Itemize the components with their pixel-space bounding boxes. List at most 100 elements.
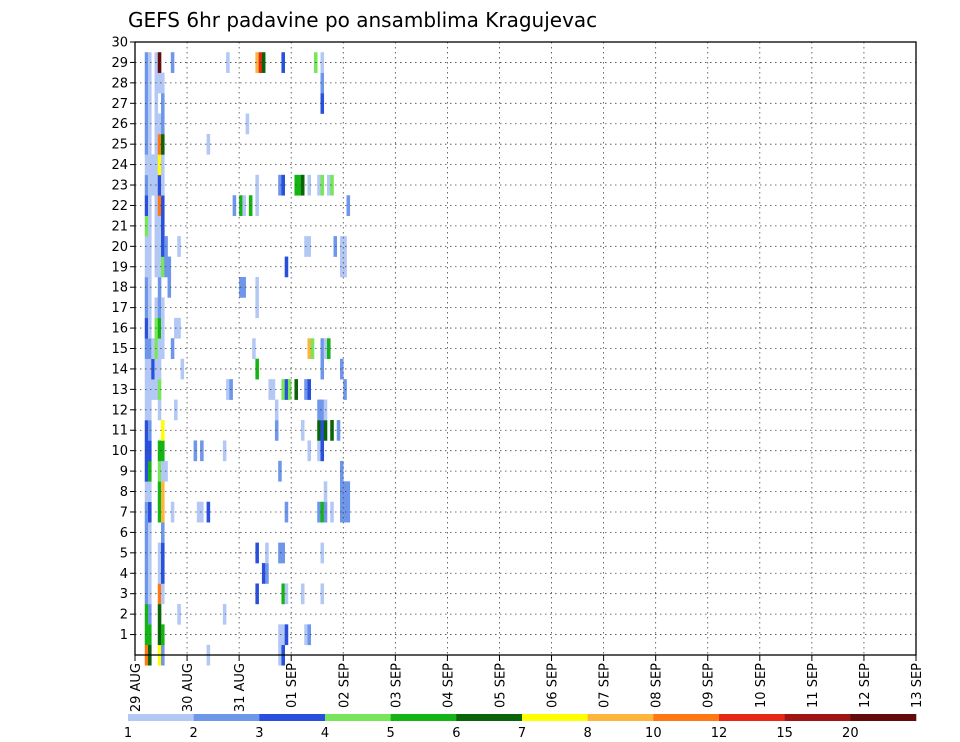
precip-cell	[157, 236, 162, 257]
precip-cell	[157, 440, 162, 462]
precip-cell	[144, 542, 149, 564]
precip-cell	[161, 583, 165, 605]
precip-cell	[161, 420, 165, 441]
precip-cell	[261, 52, 266, 73]
precip-cell	[157, 297, 162, 319]
precip-cell	[307, 174, 312, 196]
precip-cell	[300, 420, 305, 441]
precip-cell	[177, 603, 181, 625]
y-tick-label: 20	[111, 240, 128, 255]
y-tick-label: 19	[111, 260, 128, 275]
precip-cell	[161, 460, 165, 482]
y-tick-label: 11	[111, 424, 128, 439]
precip-cell	[144, 624, 149, 646]
colorbar-swatch	[390, 714, 457, 721]
precip-cell	[148, 276, 152, 298]
precip-cell	[242, 276, 246, 298]
precip-cell	[278, 542, 282, 564]
precip-cell	[307, 440, 312, 462]
y-tick-label: 3	[120, 587, 128, 602]
precip-cell	[151, 154, 155, 176]
precip-cell	[330, 174, 334, 196]
y-tick-label: 14	[111, 362, 128, 377]
precip-cell	[148, 563, 152, 584]
colorbar-swatch	[587, 714, 654, 721]
x-axis: 29 AUG 30 AUG 31 AUG 01 SEP 02 SEP 03 SEP 04 S…	[129, 655, 925, 712]
precip-cell	[320, 52, 325, 73]
precip-cell	[148, 542, 152, 564]
precip-cell	[157, 338, 162, 360]
colorbar-label: 3	[255, 726, 263, 741]
precip-cell	[161, 113, 165, 135]
precip-cell	[255, 174, 259, 196]
colorbar-swatch	[653, 714, 720, 721]
precip-cell	[170, 52, 175, 73]
precip-cell	[157, 501, 162, 523]
y-tick-label: 30	[111, 36, 128, 51]
precip-cell	[340, 460, 344, 482]
precip-cell	[161, 624, 165, 646]
precip-cell	[148, 379, 152, 400]
precip-cell	[161, 317, 165, 339]
x-tick-label: 30 AUG	[181, 663, 196, 712]
precip-cell	[144, 379, 149, 400]
precip-cell	[340, 501, 344, 523]
y-tick-label: 21	[111, 219, 128, 234]
precip-cell	[167, 256, 172, 278]
precip-cell	[317, 501, 321, 523]
precip-cell	[278, 460, 282, 482]
precip-cell	[330, 420, 334, 441]
precip-cell	[161, 440, 165, 462]
precip-cell	[317, 399, 321, 421]
precip-cell	[148, 174, 152, 196]
y-tick-label: 24	[111, 158, 128, 173]
precip-cell	[157, 276, 162, 298]
precip-cell	[144, 460, 149, 482]
precip-cell	[255, 276, 259, 298]
y-tick-label: 4	[120, 567, 128, 582]
precip-cell	[148, 72, 152, 94]
y-tick-label: 2	[120, 608, 128, 623]
precip-cell	[161, 174, 165, 196]
colorbar-label: 5	[387, 726, 395, 741]
precip-cell	[161, 501, 165, 523]
precip-cell	[226, 52, 230, 73]
x-tick-label: 04 SEP	[441, 663, 456, 708]
precip-cell	[167, 276, 172, 298]
precip-cell	[144, 195, 149, 216]
precip-cell	[180, 358, 185, 380]
precip-cell	[161, 154, 165, 176]
precip-cell	[346, 501, 351, 523]
precip-cell	[300, 583, 305, 605]
precip-cell	[320, 583, 325, 605]
precip-cell	[255, 195, 259, 216]
precip-cell	[148, 215, 152, 237]
precip-cell	[144, 215, 149, 237]
precip-cell	[242, 195, 246, 216]
x-tick-label: 12 SEP	[858, 663, 873, 708]
precip-cell	[148, 440, 152, 462]
precip-cell	[148, 603, 152, 625]
precip-cell	[144, 256, 149, 278]
precip-cell	[307, 338, 312, 360]
colorbar: 1 2 3 4 5 6 7 8 10 12 15 20	[124, 714, 917, 741]
precip-cell	[278, 624, 282, 646]
precip-cell	[281, 542, 285, 564]
precip-cell	[144, 154, 149, 176]
precip-cell	[340, 236, 344, 257]
precip-cell	[336, 420, 341, 441]
precip-cell	[151, 358, 155, 380]
precip-cell	[157, 481, 162, 503]
precip-cell	[222, 440, 227, 462]
x-tick-label: 06 SEP	[546, 663, 561, 708]
precip-cell	[148, 195, 152, 216]
precip-cell	[157, 154, 162, 176]
precip-cell	[320, 440, 325, 462]
precip-cell	[274, 420, 279, 441]
precip-cell	[170, 338, 175, 360]
precip-cell	[196, 501, 201, 523]
precip-cell	[157, 542, 162, 564]
precip-cell	[148, 358, 152, 380]
precip-cell	[157, 195, 162, 216]
